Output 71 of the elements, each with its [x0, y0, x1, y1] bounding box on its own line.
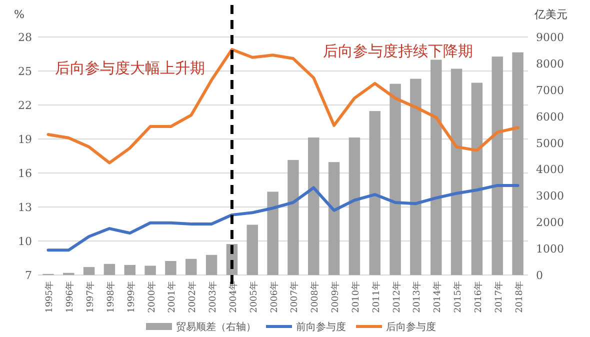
y2-tick-label: 5000 [536, 136, 564, 150]
x-tick-label: 2002年 [187, 281, 198, 313]
bar [267, 192, 278, 275]
x-tick-label: 1996年 [64, 281, 76, 313]
y2-tick-label: 0 [536, 269, 543, 282]
y-axis-title: % [14, 8, 24, 21]
bar [369, 111, 380, 275]
y-tick-label: 25 [18, 65, 32, 78]
x-tick-label: 2001年 [166, 281, 178, 313]
y2-axis-title: 亿美元 [534, 8, 568, 21]
y-tick-label: 22 [18, 99, 32, 112]
bar [83, 267, 95, 275]
bar [471, 82, 483, 275]
x-tick-label: 2018年 [514, 281, 525, 313]
x-tick-label: 1998年 [105, 281, 116, 313]
y-tick-label: 7 [25, 269, 32, 282]
x-tick-label: 2006年 [268, 281, 280, 313]
x-tick-label: 1999年 [126, 281, 137, 313]
x-tick-label: 2000年 [146, 281, 158, 313]
y-tick-label: 28 [18, 31, 32, 44]
bar [512, 52, 524, 275]
y2-tick-label: 6000 [536, 110, 564, 124]
x-tick-label: 2015年 [452, 281, 464, 313]
x-tick-label: 2009年 [330, 281, 342, 313]
x-tick-label: 2004年 [228, 281, 239, 313]
y-tick-label: 10 [18, 235, 32, 248]
y2-tick-label: 9000 [536, 31, 564, 44]
y-tick-label: 16 [18, 167, 32, 180]
x-tick-label: 2010年 [350, 281, 362, 313]
y2-tick-label: 4000 [536, 163, 564, 176]
bar [144, 266, 156, 275]
y2-tick-label: 2000 [536, 216, 564, 230]
bar [430, 60, 442, 275]
bar [308, 137, 320, 275]
x-tick-label: 1997年 [85, 281, 96, 313]
x-tick-label: 2016年 [472, 281, 484, 313]
annotation: 后向参与度大幅上升期 [55, 59, 205, 77]
bar [328, 162, 340, 275]
bar [104, 264, 116, 275]
y2-tick-label: 3000 [536, 190, 564, 203]
bar [450, 68, 462, 275]
legend-label: 贸易顺差（右轴） [176, 321, 256, 333]
bar [390, 84, 401, 275]
line-series [46, 184, 520, 252]
bar [124, 264, 136, 275]
bar [206, 254, 218, 275]
annotation: 后向参与度持续下降期 [323, 42, 473, 60]
x-tick-label: 2017年 [493, 281, 504, 313]
y-tick-label: 19 [18, 133, 32, 146]
bar [492, 56, 503, 275]
bar [288, 160, 299, 275]
x-tick-label: 2005年 [248, 281, 260, 313]
x-tick-label: 2013年 [412, 281, 423, 313]
legend-label: 后向参与度 [386, 321, 436, 333]
bar [186, 258, 197, 275]
bar [348, 137, 360, 275]
x-tick-label: 2008年 [310, 281, 321, 313]
y-tick-label: 13 [18, 201, 32, 214]
x-tick-label: 1995年 [44, 281, 56, 313]
y2-tick-label: 1000 [536, 242, 564, 256]
x-tick-label: 2014年 [432, 281, 444, 313]
x-tick-label: 2011年 [370, 281, 382, 313]
x-tick-label: 2003年 [208, 281, 219, 313]
x-tick-label: 2012年 [391, 281, 402, 313]
legend-label: 前向参与度 [296, 321, 346, 333]
y2-tick-label: 7000 [536, 84, 564, 97]
bar [410, 78, 422, 275]
bar [165, 260, 176, 275]
bar [246, 224, 258, 275]
x-tick-label: 2007年 [289, 281, 300, 313]
y2-tick-label: 8000 [536, 57, 564, 70]
